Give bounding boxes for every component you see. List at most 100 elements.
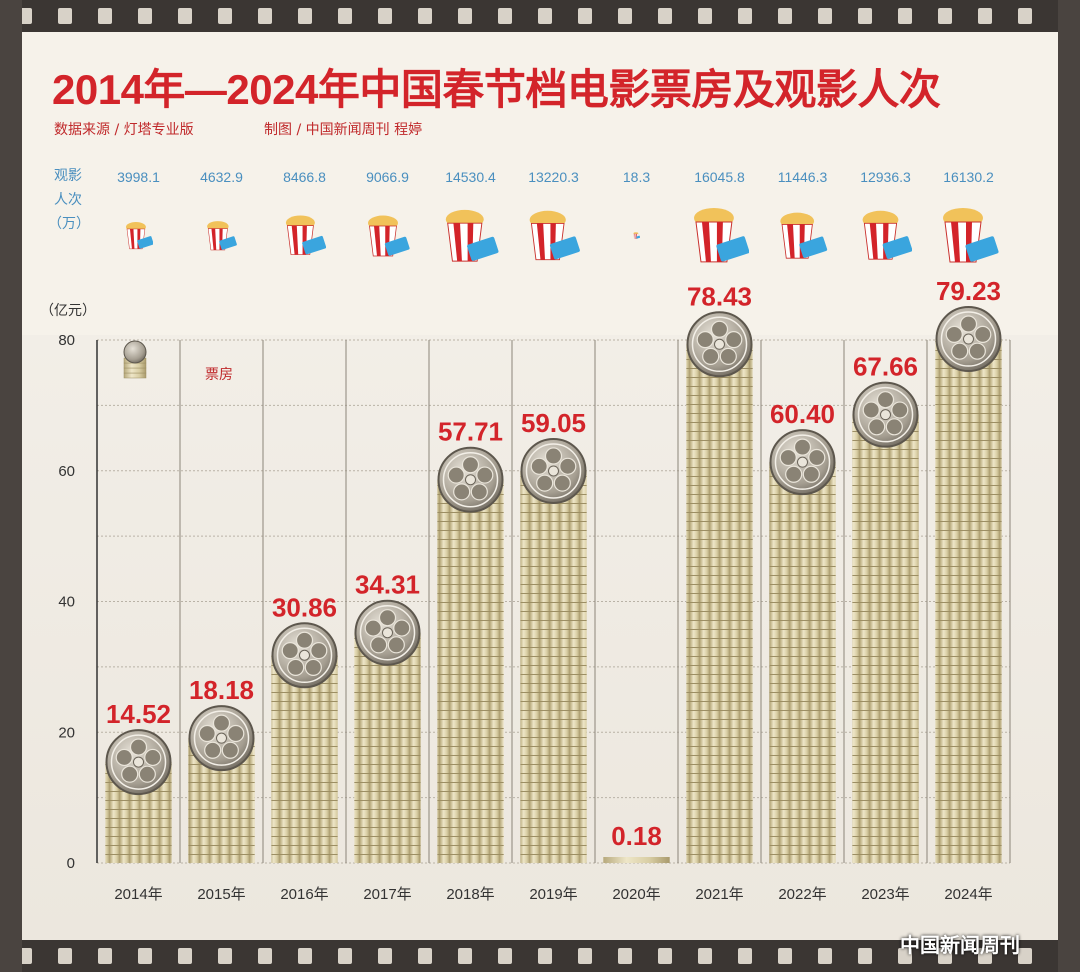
film-reel-icon bbox=[769, 429, 836, 496]
audience-value: 13220.3 bbox=[528, 169, 579, 185]
film-hole bbox=[698, 948, 712, 964]
film-hole bbox=[378, 8, 392, 24]
film-hole bbox=[658, 8, 672, 24]
film-hole bbox=[578, 8, 592, 24]
film-hole bbox=[898, 8, 912, 24]
film-hole bbox=[738, 948, 752, 964]
popcorn-ticket-icon bbox=[693, 208, 749, 263]
audience-label-line: 观影 bbox=[54, 168, 82, 184]
bar-stack bbox=[271, 655, 338, 863]
audience-value: 18.3 bbox=[622, 169, 651, 185]
film-hole bbox=[778, 8, 792, 24]
x-tick-label: 2016年 bbox=[280, 886, 328, 903]
value-label: 79.23 bbox=[936, 276, 1001, 306]
film-hole bbox=[298, 948, 312, 964]
x-tick-label: 2020年 bbox=[612, 886, 660, 903]
value-label: 18.18 bbox=[189, 675, 254, 705]
popcorn-ticket-icon bbox=[125, 222, 154, 250]
film-hole bbox=[178, 948, 192, 964]
audience-value: 12936.3 bbox=[860, 169, 911, 185]
film-hole bbox=[338, 8, 352, 24]
bar bbox=[686, 311, 753, 863]
film-side-left bbox=[0, 0, 22, 972]
popcorn-ticket-icon bbox=[445, 209, 499, 262]
film-hole bbox=[138, 948, 152, 964]
film-hole bbox=[218, 8, 232, 24]
bar bbox=[935, 306, 1002, 863]
film-reel-icon bbox=[105, 729, 172, 796]
bar-stack bbox=[686, 344, 753, 863]
bar bbox=[520, 437, 587, 863]
bar-stack bbox=[852, 414, 919, 863]
y-tick-label: 40 bbox=[58, 594, 75, 611]
x-tick-label: 2017年 bbox=[363, 886, 411, 903]
film-hole bbox=[418, 8, 432, 24]
bar-stack bbox=[354, 632, 421, 863]
bar bbox=[105, 729, 172, 863]
x-tick-label: 2021年 bbox=[695, 886, 743, 903]
bar bbox=[354, 599, 421, 863]
bar bbox=[437, 446, 504, 863]
popcorn-ticket-icon bbox=[285, 215, 326, 256]
film-hole bbox=[978, 948, 992, 964]
film-hole bbox=[538, 8, 552, 24]
popcorn-ticket-icon bbox=[633, 232, 641, 240]
film-strip-top bbox=[0, 0, 1080, 32]
x-tick-label: 2014年 bbox=[114, 886, 162, 903]
film-hole bbox=[938, 948, 952, 964]
data-source: 数据来源 / 灯塔专业版 bbox=[54, 122, 194, 138]
audience-value: 16045.8 bbox=[694, 169, 745, 185]
film-hole bbox=[58, 948, 72, 964]
x-tick-label: 2023年 bbox=[861, 886, 909, 903]
value-label: 34.31 bbox=[355, 570, 420, 600]
film-hole bbox=[498, 8, 512, 24]
film-hole bbox=[618, 8, 632, 24]
x-tick-label: 2018年 bbox=[446, 886, 494, 903]
watermark: 中国新闻周刊 bbox=[900, 933, 1020, 957]
bar bbox=[852, 381, 919, 863]
film-reel-icon bbox=[686, 311, 753, 378]
film-hole bbox=[978, 8, 992, 24]
film-side-right bbox=[1058, 0, 1080, 972]
audience-value: 14530.4 bbox=[445, 169, 496, 185]
film-hole bbox=[698, 8, 712, 24]
film-hole bbox=[98, 8, 112, 24]
film-hole bbox=[498, 948, 512, 964]
value-label: 14.52 bbox=[106, 699, 171, 729]
popcorn-ticket-icon bbox=[367, 214, 410, 256]
audience-label-line: （万） bbox=[48, 216, 90, 232]
film-hole bbox=[258, 8, 272, 24]
film-reel-icon bbox=[354, 599, 421, 666]
film-hole bbox=[1018, 8, 1032, 24]
film-reel-icon bbox=[437, 446, 504, 513]
bar bbox=[603, 857, 670, 863]
film-hole bbox=[778, 948, 792, 964]
film-hole bbox=[858, 948, 872, 964]
film-reel-icon bbox=[271, 622, 338, 689]
y-tick-label: 0 bbox=[67, 855, 75, 872]
film-hole bbox=[938, 8, 952, 24]
audience-value: 8466.8 bbox=[283, 169, 326, 185]
film-hole bbox=[178, 8, 192, 24]
value-label: 57.71 bbox=[438, 417, 503, 447]
chart-credit: 制图 / 中国新闻周刊 程婷 bbox=[264, 122, 423, 138]
bar bbox=[271, 622, 338, 863]
y-tick-label: 60 bbox=[58, 463, 75, 480]
x-tick-label: 2022年 bbox=[778, 886, 826, 903]
film-hole bbox=[98, 948, 112, 964]
popcorn-ticket-icon bbox=[529, 210, 581, 260]
film-reel-icon bbox=[188, 705, 255, 772]
film-hole bbox=[218, 948, 232, 964]
value-label: 59.05 bbox=[521, 408, 586, 438]
film-hole bbox=[258, 948, 272, 964]
popcorn-ticket-icon bbox=[862, 210, 912, 260]
film-hole bbox=[378, 948, 392, 964]
film-hole bbox=[578, 948, 592, 964]
film-reel-icon bbox=[935, 306, 1002, 373]
film-hole bbox=[618, 948, 632, 964]
film-hole bbox=[418, 948, 432, 964]
x-tick-label: 2019年 bbox=[529, 886, 577, 903]
y-axis-unit: （亿元） bbox=[40, 303, 96, 319]
x-tick-label: 2024年 bbox=[944, 886, 992, 903]
